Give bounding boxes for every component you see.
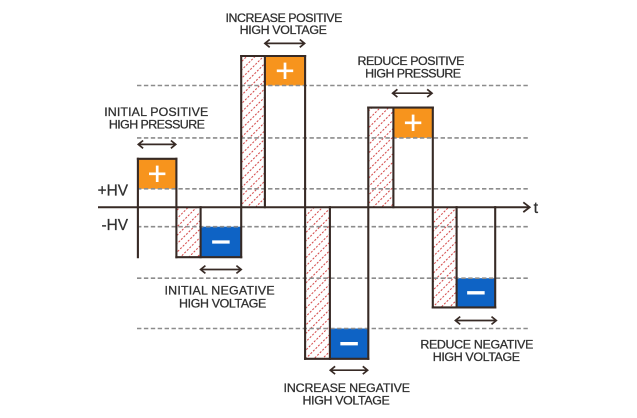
svg-text:INCREASE POSITIVE: INCREASE POSITIVE (225, 11, 342, 25)
svg-text:REDUCE POSITIVE: REDUCE POSITIVE (357, 54, 464, 68)
svg-text:-HV: -HV (101, 217, 128, 234)
svg-text:HIGH VOLTAGE: HIGH VOLTAGE (240, 23, 327, 37)
svg-text:t: t (534, 200, 539, 217)
svg-text:HIGH VOLTAGE: HIGH VOLTAGE (303, 394, 390, 408)
svg-text:+HV: +HV (98, 183, 129, 200)
svg-text:INITIAL POSITIVE: INITIAL POSITIVE (104, 105, 208, 119)
svg-text:HIGH PRESSURE: HIGH PRESSURE (109, 117, 205, 131)
svg-text:INITIAL NEGATIVE: INITIAL NEGATIVE (164, 284, 274, 298)
svg-text:HIGH VOLTAGE: HIGH VOLTAGE (433, 350, 520, 364)
svg-text:HIGH VOLTAGE: HIGH VOLTAGE (179, 297, 266, 311)
svg-text:REDUCE NEGATIVE: REDUCE NEGATIVE (420, 337, 533, 351)
svg-text:INCREASE NEGATIVE: INCREASE NEGATIVE (284, 381, 410, 395)
svg-text:HIGH PRESSURE: HIGH PRESSURE (365, 66, 461, 80)
